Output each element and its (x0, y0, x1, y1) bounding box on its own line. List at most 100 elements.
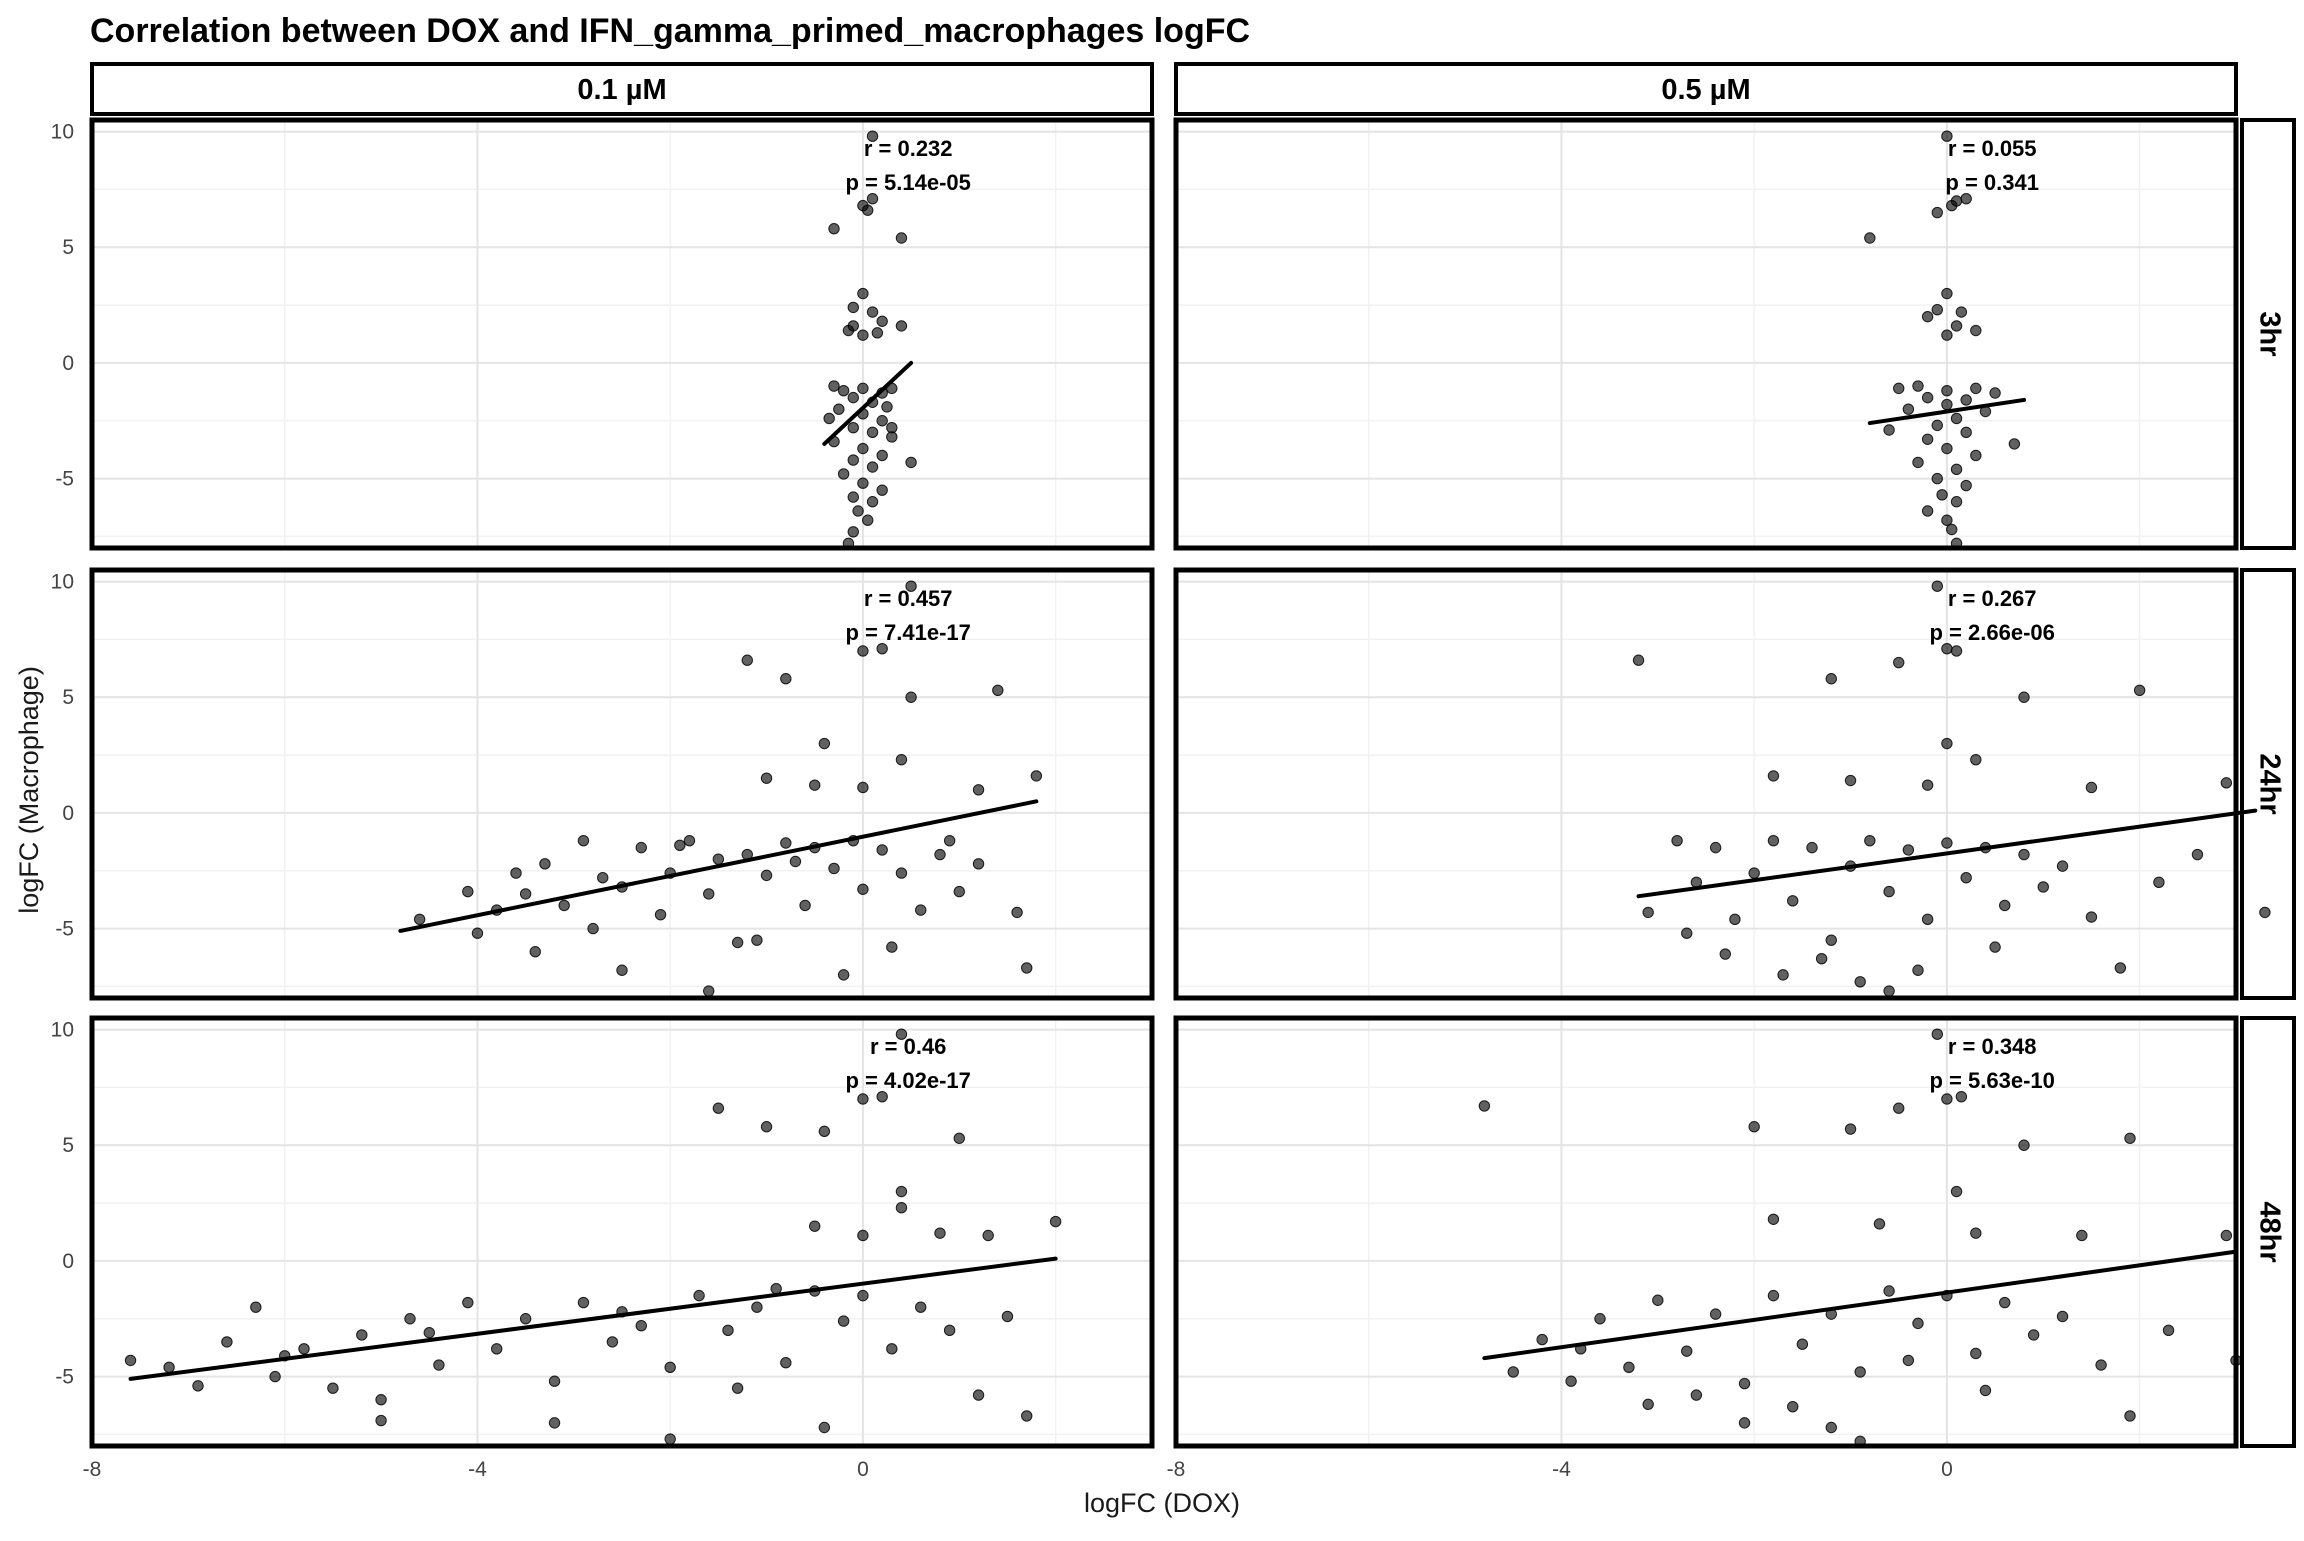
data-point (828, 380, 840, 392)
data-point (876, 449, 888, 462)
data-point (1873, 1218, 1886, 1230)
data-point (731, 936, 744, 949)
data-point (1960, 426, 1972, 439)
data-point (654, 909, 667, 921)
data-point (895, 320, 908, 332)
data-point (683, 834, 696, 847)
data-point (1960, 192, 1972, 205)
data-point (1960, 871, 1972, 884)
data-point (857, 645, 869, 657)
data-point (915, 904, 927, 916)
data-point (1970, 382, 1982, 395)
data-point (1950, 320, 1963, 332)
data-point (953, 1132, 965, 1145)
panels-layer: 0.1 µM 0.5 µM 3hr 24hr 48hr r = 0.232 p = 5.14… (51, 62, 2296, 1481)
data-point (876, 484, 888, 496)
data-point (1893, 382, 1905, 395)
panel-0.1uM-48hr: r = 0.46 p = 4.02e-17 (124, 1028, 1062, 1445)
data-point (1623, 1361, 1635, 1374)
data-point (1902, 844, 1915, 856)
data-point (1030, 770, 1043, 782)
panel-grid-1-2 (1175, 1018, 2236, 1446)
data-point (1854, 976, 1866, 988)
data-point (250, 1301, 262, 1313)
data-point (837, 384, 850, 397)
data-point (741, 654, 753, 666)
data-point (1960, 394, 1972, 406)
data-point (1787, 895, 1799, 907)
panel-border (1173, 1015, 2239, 1449)
data-point (1950, 645, 1963, 657)
column-strip-label: 0.1 µM (577, 74, 666, 106)
data-point (1931, 304, 1943, 316)
data-point (789, 855, 802, 868)
data-point (857, 781, 869, 794)
data-point (1970, 1347, 1982, 1360)
data-point (866, 306, 879, 318)
panel-grid-0-2 (91, 1018, 1152, 1446)
data-point (857, 1093, 869, 1105)
data-point (2018, 1139, 2030, 1151)
data-point (823, 412, 835, 425)
data-point (895, 232, 908, 244)
data-point (1681, 1345, 1693, 1357)
data-point (1902, 403, 1915, 415)
data-point (404, 1313, 416, 1325)
data-point (2095, 1359, 2107, 1371)
data-point (895, 867, 908, 879)
y-tick-label: -5 (55, 1366, 74, 1389)
data-point (1912, 964, 1924, 976)
data-point (1844, 1123, 1857, 1135)
data-point (1950, 1185, 1963, 1198)
data-point (1719, 948, 1731, 960)
data-point (269, 1370, 281, 1383)
data-point (876, 415, 888, 427)
data-point (2162, 1324, 2175, 1337)
data-point (433, 1359, 445, 1371)
data-point (751, 934, 763, 946)
data-point (462, 885, 474, 898)
data-point (413, 913, 426, 926)
data-point (857, 287, 869, 300)
data-point (1989, 941, 2001, 953)
data-point (1777, 969, 1789, 981)
data-point (1825, 1421, 1837, 1434)
regression-line (1867, 397, 2026, 426)
data-point (606, 1336, 619, 1348)
data-point (1709, 1308, 1722, 1320)
data-point (828, 862, 840, 875)
data-point (1642, 1398, 1654, 1411)
data-point (1748, 1121, 1760, 1133)
data-point (635, 1319, 647, 1332)
data-point (852, 505, 864, 517)
data-point (2037, 881, 2049, 893)
data-point (1021, 1410, 1033, 1422)
data-point (818, 737, 831, 750)
data-point (1921, 391, 1934, 404)
data-point (847, 421, 859, 434)
data-point (1941, 398, 1953, 411)
data-point (760, 869, 773, 882)
data-point (2056, 860, 2069, 872)
data-point (587, 922, 599, 935)
data-point (837, 468, 850, 480)
panel-grid-1-0 (1175, 120, 2236, 548)
panel-0.5uM-3hr: r = 0.055 p = 0.341 (1864, 130, 2039, 550)
data-point (712, 1102, 725, 1114)
data-point (1941, 329, 1953, 341)
y-tick-label: 10 (51, 571, 74, 594)
data-point (1864, 232, 1876, 244)
correlation-r-label: r = 0.46 (870, 1034, 946, 1059)
data-point (886, 1343, 898, 1355)
data-point (664, 1433, 676, 1445)
data-point (1536, 1333, 1548, 1346)
panel-0.5uM-24hr: r = 0.267 p = 2.66e-06 (1632, 580, 2271, 997)
data-point (2124, 1410, 2136, 1422)
y-tick-label: 5 (62, 686, 74, 709)
data-point (1767, 770, 1780, 782)
data-point (1931, 206, 1943, 219)
data-point (847, 454, 859, 466)
data-point (1921, 433, 1934, 445)
data-point (915, 1301, 927, 1313)
data-point (847, 526, 859, 538)
